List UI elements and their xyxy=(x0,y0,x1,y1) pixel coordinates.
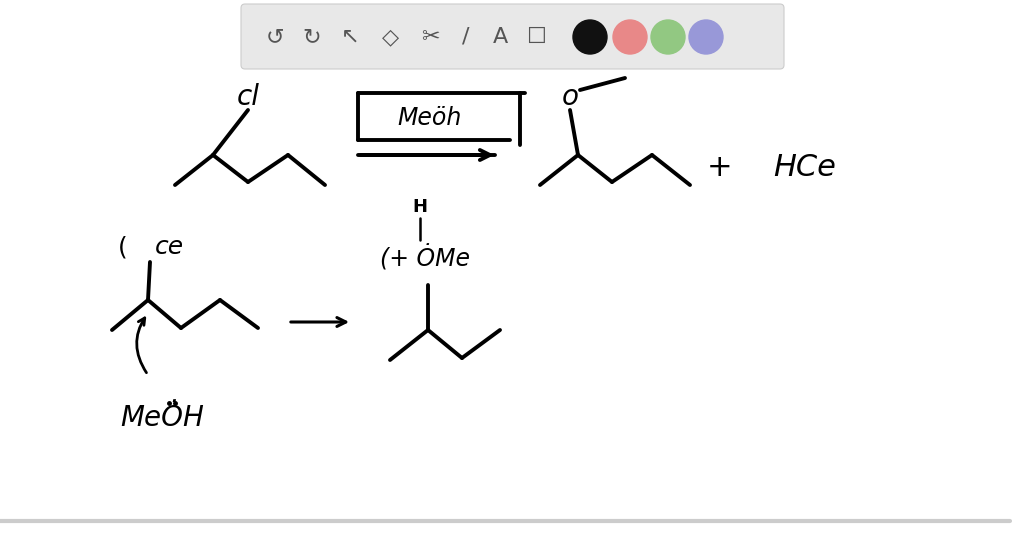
FancyBboxPatch shape xyxy=(241,4,784,69)
Text: MeȮH: MeȮH xyxy=(120,404,204,432)
Text: /: / xyxy=(462,27,470,47)
Text: H: H xyxy=(413,198,427,216)
Text: (: ( xyxy=(118,235,128,259)
Text: +: + xyxy=(708,153,733,182)
Text: ☐: ☐ xyxy=(526,27,546,47)
Text: o: o xyxy=(561,83,579,111)
Text: ce: ce xyxy=(155,235,184,259)
Circle shape xyxy=(613,20,647,54)
Text: A: A xyxy=(493,27,508,47)
Circle shape xyxy=(651,20,685,54)
Text: ↺: ↺ xyxy=(265,27,285,47)
Text: ↻: ↻ xyxy=(303,27,322,47)
Text: ◇: ◇ xyxy=(381,27,398,47)
Circle shape xyxy=(573,20,607,54)
Text: cl: cl xyxy=(237,83,259,111)
Circle shape xyxy=(689,20,723,54)
Text: Meöh: Meöh xyxy=(397,106,462,130)
Text: (+ ȮMe: (+ ȮMe xyxy=(380,245,470,271)
Text: HCe: HCe xyxy=(773,153,837,182)
Text: ✂: ✂ xyxy=(421,27,439,47)
FancyArrowPatch shape xyxy=(137,318,146,373)
Text: ↖: ↖ xyxy=(341,27,359,47)
